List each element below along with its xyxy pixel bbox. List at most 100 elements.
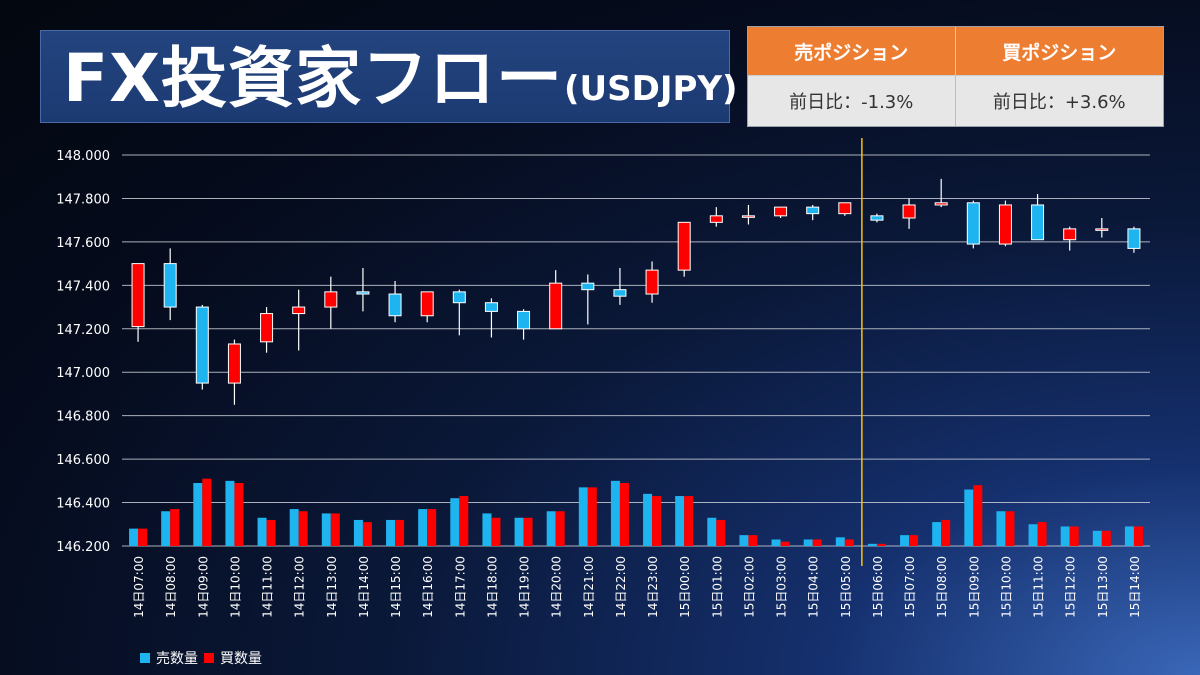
candle-body xyxy=(934,202,948,206)
buy-volume-bar xyxy=(266,519,276,546)
candle-body xyxy=(517,310,531,330)
x-tick-label: 14日13:00 xyxy=(325,556,339,618)
sell-volume-bar xyxy=(225,480,235,546)
sell-volume-bar xyxy=(578,487,588,546)
x-tick-label: 15日06:00 xyxy=(871,556,885,618)
buy-legend-swatch xyxy=(204,653,214,663)
candle-body xyxy=(1063,228,1077,241)
candle-body xyxy=(613,289,627,297)
buy-volume-bar xyxy=(491,517,501,546)
buy-volume-bar xyxy=(941,519,951,546)
sell-volume-bar xyxy=(418,509,428,546)
candle-body xyxy=(452,291,466,304)
candle-body xyxy=(1031,204,1045,241)
candle-body xyxy=(1127,228,1141,249)
x-tick-label: 14日09:00 xyxy=(196,556,210,618)
title-banner: FX投資家フロー (USDJPY) xyxy=(40,30,738,123)
buy-volume-bar xyxy=(973,485,983,546)
y-tick-label: 146.800 xyxy=(56,410,110,425)
page-title: FX投資家フロー xyxy=(63,40,563,117)
x-tick-label: 14日20:00 xyxy=(550,556,564,618)
y-tick-label: 147.200 xyxy=(56,323,110,338)
sell-volume-bar xyxy=(129,528,139,546)
x-tick-label: 14日10:00 xyxy=(228,556,242,618)
x-tick-label: 15日08:00 xyxy=(935,556,949,618)
sell-volume-bar xyxy=(257,517,267,546)
candle-body xyxy=(870,215,884,221)
sell-volume-bar xyxy=(386,519,396,546)
buy-volume-bar xyxy=(587,487,597,546)
sell-volume-bar xyxy=(1092,530,1102,546)
x-tick-label: 14日23:00 xyxy=(646,556,660,618)
x-tick-label: 15日05:00 xyxy=(839,556,853,618)
candle-body xyxy=(163,263,177,308)
x-tick-label: 14日15:00 xyxy=(389,556,403,618)
sell-volume-bar xyxy=(707,517,717,546)
currency-pair: (USDJPY) xyxy=(564,69,738,109)
x-tick-label: 14日08:00 xyxy=(164,556,178,618)
sell-volume-bar xyxy=(161,511,171,546)
candle-body xyxy=(966,202,980,245)
x-tick-label: 14日19:00 xyxy=(518,556,532,618)
candle-body xyxy=(1095,228,1109,231)
candle-body xyxy=(420,291,434,317)
candle-body xyxy=(838,202,852,215)
x-tick-label: 15日07:00 xyxy=(903,556,917,618)
x-tick-label: 15日11:00 xyxy=(1032,556,1046,618)
x-tick-label: 14日21:00 xyxy=(582,556,596,618)
buy-volume-bar xyxy=(395,519,405,546)
candle-body xyxy=(998,204,1012,245)
candle-body xyxy=(227,343,241,384)
x-tick-label: 15日04:00 xyxy=(807,556,821,618)
sell-volume-bar xyxy=(932,522,942,546)
x-tick-label: 14日22:00 xyxy=(614,556,628,618)
sell-volume-bar xyxy=(835,537,845,546)
sell-volume-bar xyxy=(803,539,813,546)
x-tick-label: 15日09:00 xyxy=(967,556,981,618)
x-tick-label: 14日17:00 xyxy=(453,556,467,618)
sell-volume-bar xyxy=(353,519,363,546)
candle-body xyxy=(902,204,916,219)
y-tick-label: 147.800 xyxy=(56,192,110,207)
sell-volume-bar xyxy=(964,489,974,546)
candle-body xyxy=(324,291,338,308)
sell-volume-bar xyxy=(1028,524,1038,546)
buy-volume-bar xyxy=(1069,526,1079,546)
buy-volume-bar xyxy=(1133,526,1143,546)
sell-volume-bar xyxy=(867,543,877,546)
buy-volume-bar xyxy=(1005,511,1015,546)
candle-body xyxy=(195,306,209,384)
sell-volume-bar xyxy=(610,480,620,546)
sell-volume-bar xyxy=(514,517,524,546)
buy-volume-bar xyxy=(202,478,212,546)
sell-volume-bar xyxy=(289,509,299,546)
buy-position-header: 買ポジション xyxy=(955,27,1163,75)
buy-volume-bar xyxy=(427,509,437,546)
buy-volume-bar xyxy=(234,483,244,546)
buy-volume-bar xyxy=(619,483,629,546)
buy-volume-bar xyxy=(1101,530,1111,546)
buy-volume-bar xyxy=(684,496,694,546)
y-tick-label: 146.200 xyxy=(56,540,110,555)
sell-legend-swatch xyxy=(140,653,150,663)
buy-volume-bar xyxy=(909,535,919,546)
buy-volume-bar xyxy=(716,519,726,546)
x-tick-label: 14日11:00 xyxy=(261,556,275,618)
sell-volume-bar xyxy=(996,511,1006,546)
candle-body xyxy=(709,215,723,223)
buy-legend-label: 買数量 xyxy=(220,651,262,667)
buy-volume-bar xyxy=(298,511,308,546)
candle-body xyxy=(806,206,820,215)
x-tick-label: 14日12:00 xyxy=(293,556,307,618)
buy-volume-bar xyxy=(555,511,565,546)
y-tick-label: 147.400 xyxy=(56,279,110,294)
x-tick-label: 15日13:00 xyxy=(1096,556,1110,618)
sell-volume-bar xyxy=(643,493,653,546)
candle-body xyxy=(292,306,306,315)
sell-volume-bar xyxy=(739,535,749,546)
buy-position-change: 前日比：+3.6% xyxy=(955,75,1163,126)
buy-volume-bar xyxy=(170,509,180,546)
candle-body xyxy=(260,313,274,343)
buy-volume-bar xyxy=(876,543,886,546)
